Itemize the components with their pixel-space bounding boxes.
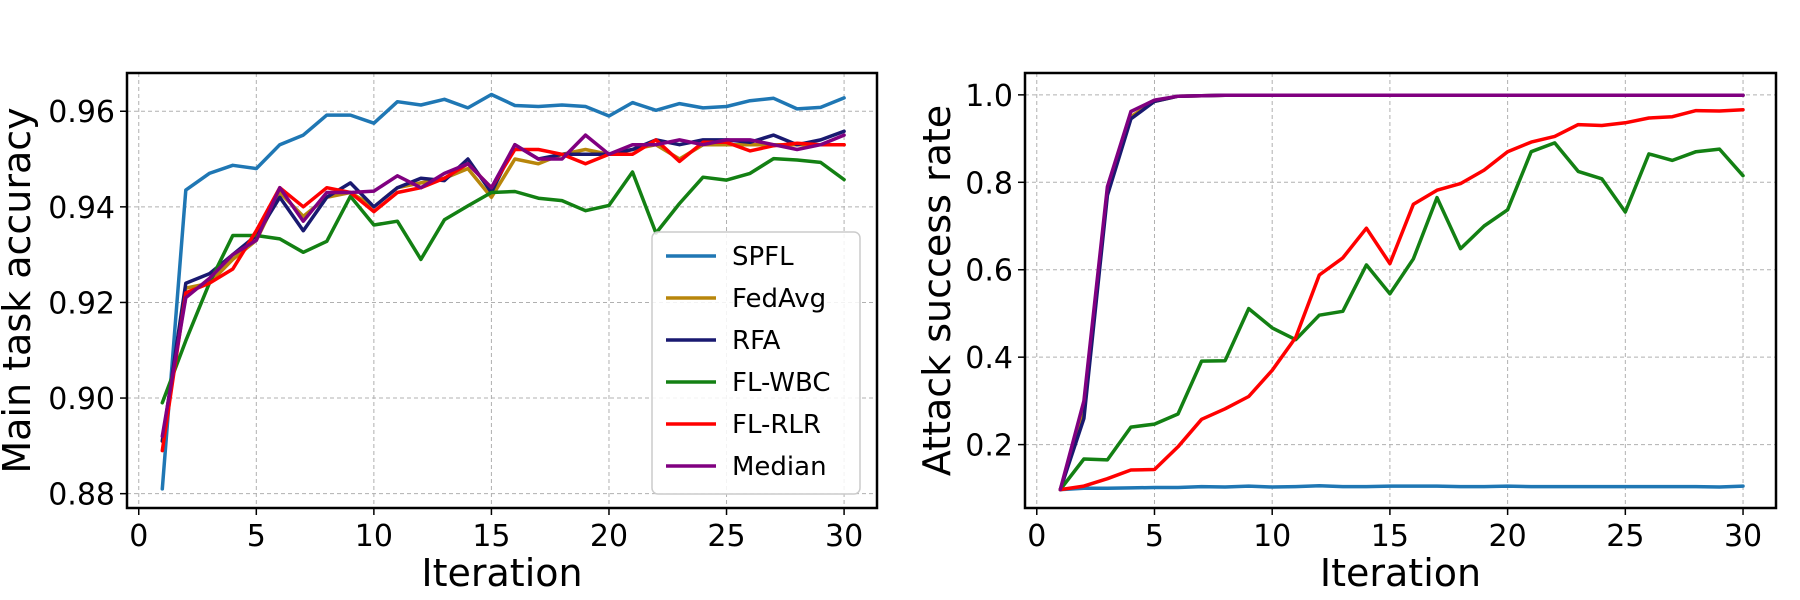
chart1-series-median (160, 133, 846, 439)
chart1-ytick-label: 0.96 (48, 95, 115, 130)
chart1-plot-frame (125, 71, 879, 510)
chart2-series-fl-wbc (1058, 141, 1745, 492)
chart1-xtick-label: 0 (129, 519, 148, 554)
chart1-xtick-label: 25 (707, 519, 745, 554)
chart2-xtick-label: 5 (1145, 519, 1164, 554)
chart1-ytick-label: 0.88 (48, 478, 115, 513)
chart2-ytick-label: 1.0 (965, 79, 1013, 114)
accuracy-chart: 0 5 10 15 20 25 30 0.88 0.90 0.92 0.94 0.96 Iteratio… (0, 71, 879, 595)
chart2-series-fl-rlr (1058, 107, 1745, 492)
chart1-xtick-label: 20 (590, 519, 628, 554)
chart2-ylabel: Attack success rate (915, 105, 959, 476)
chart2-xtick-label: 30 (1724, 519, 1762, 554)
chart1-ytick-label: 0.92 (48, 286, 115, 321)
chart2-xlabel: Iteration (1320, 551, 1481, 595)
chart2-xtick-label: 0 (1027, 519, 1046, 554)
chart2-xtick-label: 25 (1606, 519, 1644, 554)
chart1-ylabel: Main task accuracy (0, 107, 39, 473)
chart2-series-spfl (1058, 483, 1745, 492)
legend-label-fl-rlr: FL-RLR (732, 410, 821, 440)
legend-label-fedavg: FedAvg (732, 284, 826, 314)
chart1-ytick-label: 0.90 (48, 382, 115, 417)
chart1-series-fl-wbc (160, 156, 846, 405)
chart1-xlabel: Iteration (421, 551, 582, 595)
chart2-xtick-label: 15 (1371, 519, 1409, 554)
chart1-series-spfl (160, 92, 846, 491)
chart1-xtick-label: 10 (355, 519, 393, 554)
chart2-series-median (1058, 93, 1745, 492)
legend-label-fl-wbc: FL-WBC (732, 368, 831, 398)
chart2-series-fedavg (1058, 93, 1745, 492)
chart2-xtick-label: 10 (1253, 519, 1291, 554)
chart2-xtick-label: 20 (1489, 519, 1527, 554)
legend-label-spfl: SPFL (732, 242, 794, 272)
chart2-ytick-label: 0.8 (965, 166, 1013, 201)
legend-label-median: Median (732, 452, 827, 482)
chart2-ytick-label: 0.6 (965, 254, 1013, 289)
chart2-ytick-label: 0.4 (965, 341, 1013, 376)
attack-success-chart: 0 5 10 15 20 25 30 0.2 0.4 0.6 0.8 1.0 Iteration Atta… (915, 71, 1778, 595)
chart1-ytick-label: 0.94 (48, 191, 115, 226)
chart1-xtick-label: 5 (247, 519, 266, 554)
chart2-ytick-label: 0.2 (965, 429, 1013, 464)
chart1-xtick-label: 30 (825, 519, 863, 554)
legend-label-rfa: RFA (732, 326, 781, 356)
chart1-legend: SPFL FedAvg RFA FL-WBC FL-RLR Median (651, 231, 861, 495)
chart2-plot-frame (1023, 71, 1778, 510)
chart2-series-rfa (1058, 93, 1745, 492)
chart1-xtick-label: 15 (472, 519, 510, 554)
